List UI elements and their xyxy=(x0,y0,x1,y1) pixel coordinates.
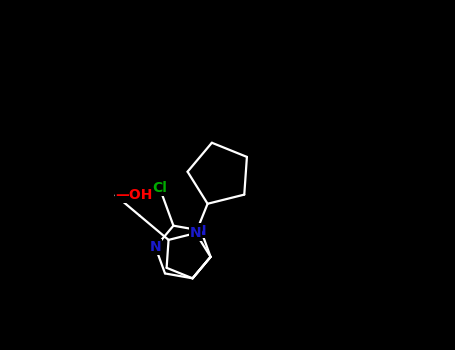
Text: N: N xyxy=(195,224,207,238)
Text: Cl: Cl xyxy=(152,181,167,195)
Text: N: N xyxy=(190,226,202,240)
Text: —OH: —OH xyxy=(116,188,153,202)
Text: N: N xyxy=(150,240,161,254)
